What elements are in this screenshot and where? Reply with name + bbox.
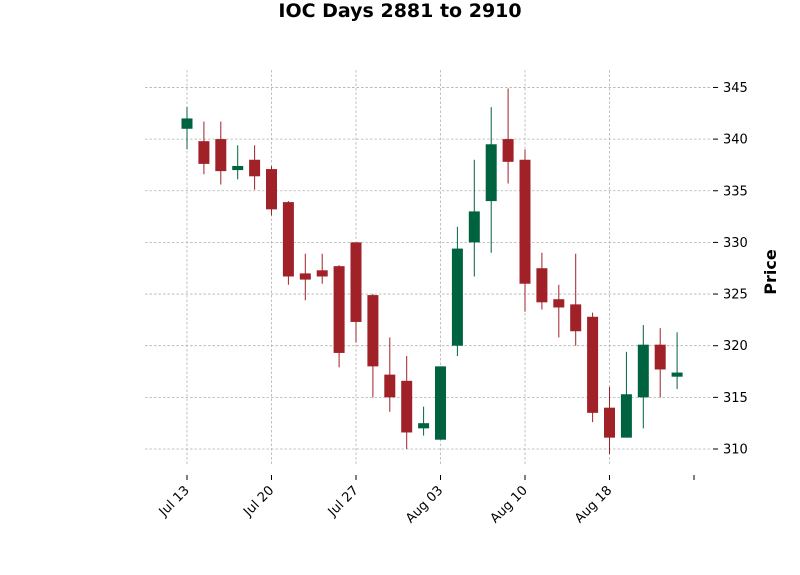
candle-layer [181, 88, 683, 455]
candle-down [587, 312, 599, 423]
candle-body [198, 141, 210, 164]
chart-title: IOC Days 2881 to 2910 [278, 0, 521, 22]
y-tick-label: 345 [723, 81, 748, 96]
candle-down [316, 253, 328, 284]
candle-down [536, 252, 548, 310]
candle-up [418, 406, 430, 436]
candle-down [333, 265, 345, 368]
candle-down [299, 253, 311, 301]
candle-body [654, 344, 666, 370]
candle-down [519, 149, 531, 312]
y-axis: 310 315 320 325 330 335 340 345 [713, 81, 748, 458]
candle-up [620, 351, 632, 438]
candle-down [502, 88, 514, 184]
y-tick-label: 310 [723, 443, 748, 458]
x-tick-label: Jul 27 [325, 483, 362, 520]
candle-body [401, 380, 413, 433]
candle-up [181, 107, 193, 150]
candle-up [637, 325, 649, 429]
candle-up [435, 366, 446, 440]
candle-body [451, 248, 463, 346]
candle-body [282, 202, 294, 277]
x-tick-label: Aug 18 [572, 483, 615, 526]
candle-down [249, 145, 261, 190]
candle-body [333, 266, 345, 353]
candle-body [485, 144, 497, 202]
candle-body [232, 165, 244, 171]
candle-body [266, 169, 277, 210]
candle-body [502, 139, 514, 162]
candle-body [435, 366, 446, 440]
candle-down [604, 387, 615, 455]
candle-body [299, 273, 311, 280]
candle-down [553, 284, 565, 338]
candle-up [232, 145, 244, 180]
candle-body [215, 139, 227, 172]
x-tick-label: Aug 10 [488, 483, 531, 526]
candle-down [282, 201, 294, 285]
x-axis: Jul 13 Jul 20 Jul 27 Aug 03 Aug 10 Aug 18 [156, 475, 695, 526]
candle-body [587, 316, 599, 413]
candle-body [637, 344, 649, 398]
candle-body [553, 299, 565, 308]
candle-body [536, 268, 548, 303]
candle-body [181, 118, 193, 129]
candle-up [485, 107, 497, 253]
candle-body [418, 423, 430, 429]
candle-up [451, 226, 463, 357]
y-tick-label: 315 [723, 391, 748, 406]
y-axis-label: Price [761, 249, 780, 295]
candle-body [384, 374, 396, 398]
candle-up [671, 332, 683, 390]
candle-up [468, 159, 480, 277]
candle-down [350, 242, 362, 343]
candle-down [654, 328, 666, 398]
candle-down [401, 356, 413, 449]
candle-body [468, 211, 480, 243]
x-tick-label: Aug 03 [403, 483, 446, 526]
candle-down [384, 337, 396, 412]
candle-body [671, 372, 683, 377]
candle-body [604, 407, 615, 438]
candle-body [570, 304, 582, 332]
candle-down [198, 121, 210, 175]
candle-down [215, 121, 227, 185]
x-tick-label: Jul 20 [240, 483, 277, 520]
y-tick-label: 335 [723, 184, 748, 199]
candle-body [519, 159, 531, 284]
y-tick-label: 330 [723, 236, 748, 251]
candle-down [266, 165, 277, 216]
candle-body [249, 159, 261, 177]
candle-down [570, 253, 582, 346]
candle-body [350, 242, 362, 322]
candle-down [367, 294, 379, 398]
candle-body [620, 394, 632, 438]
y-tick-label: 320 [723, 339, 748, 354]
candle-body [316, 270, 328, 277]
y-tick-label: 340 [723, 133, 748, 148]
candle-body [367, 295, 379, 367]
y-tick-label: 325 [723, 288, 748, 303]
x-tick-label: Jul 13 [156, 483, 193, 520]
